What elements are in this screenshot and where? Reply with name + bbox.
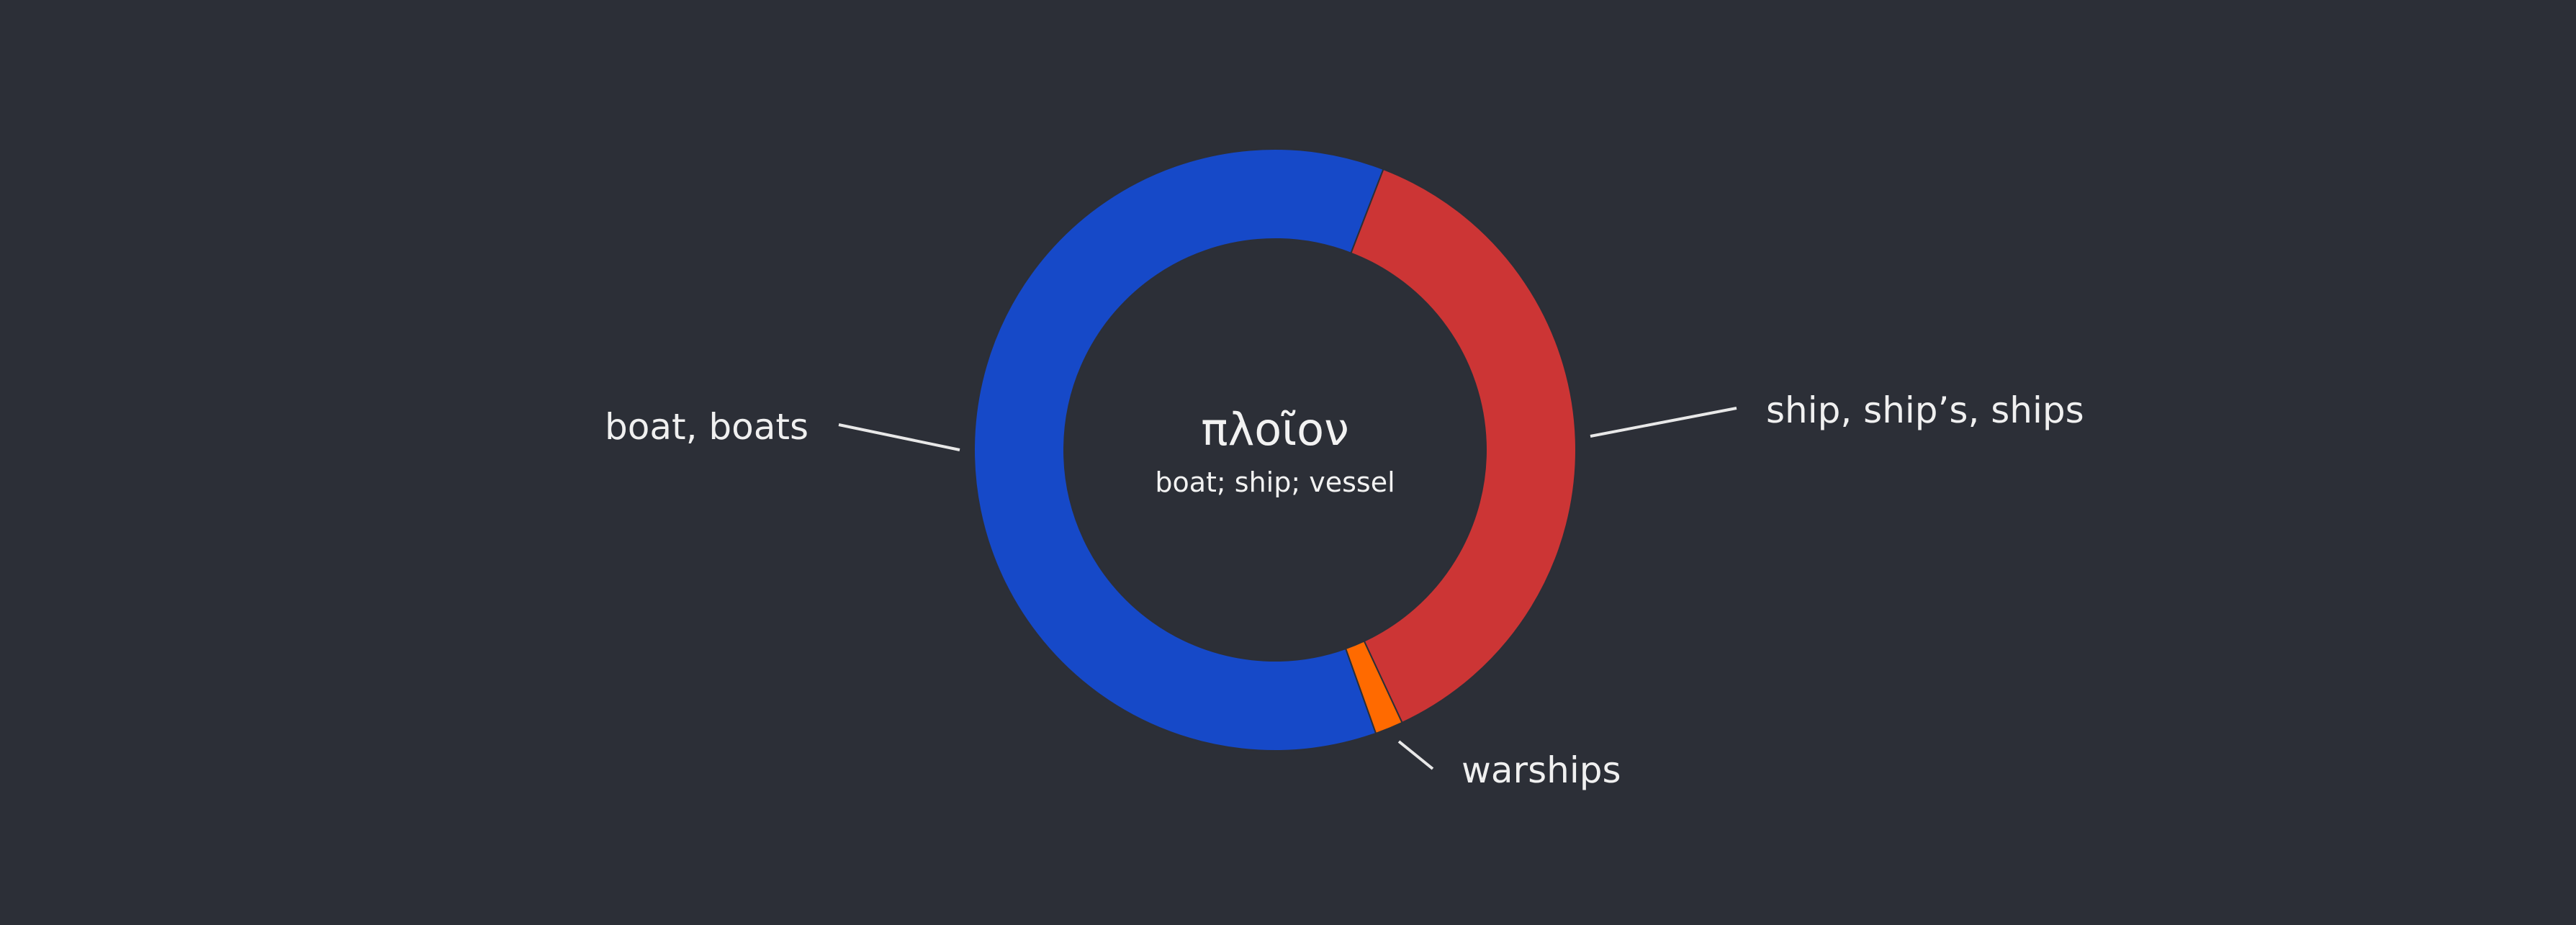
donut-slice-0: [973, 148, 1384, 752]
labels-group: boat, boats ship, ship’s, ships warships: [605, 389, 2084, 791]
leader-line-0: [838, 423, 960, 451]
slice-label-2: warships: [1462, 749, 1621, 791]
chart-title: πλοῖον: [1201, 403, 1349, 456]
donut-slice-2: [1344, 640, 1403, 735]
slice-label-1: ship, ship’s, ships: [1766, 389, 2084, 431]
chart-subtitle: boat; ship; vessel: [1155, 466, 1395, 498]
leader-line-2: [1397, 740, 1434, 770]
slices-group: [973, 148, 1577, 752]
slice-label-0: boat, boats: [605, 406, 809, 448]
donut-slice-1: [1350, 168, 1577, 724]
leader-line-1: [1590, 407, 1737, 438]
